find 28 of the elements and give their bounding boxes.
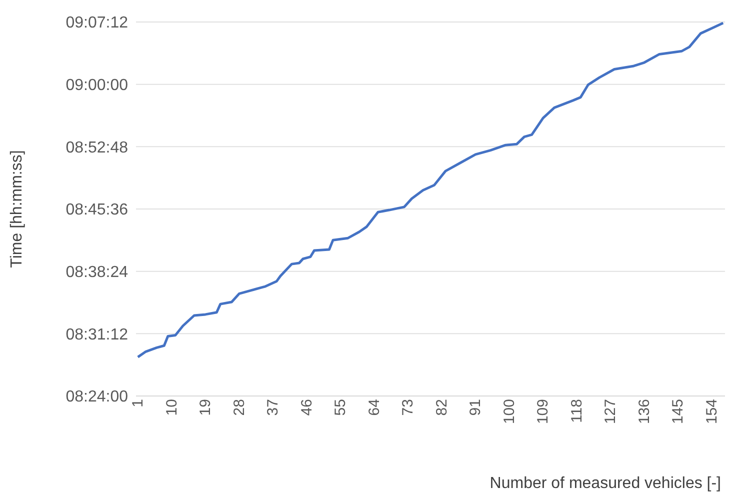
y-tick-label: 09:00:00 <box>66 77 128 94</box>
x-tick-label: 55 <box>332 399 350 416</box>
x-tick-label: 136 <box>636 399 653 424</box>
x-tick-label: 64 <box>366 399 383 416</box>
x-tick-label: 46 <box>298 399 316 416</box>
y-tick-label: 08:52:48 <box>66 139 128 156</box>
x-tick-label: 73 <box>400 399 417 416</box>
line-series <box>136 22 724 358</box>
x-tick-label: 82 <box>433 399 450 416</box>
x-tick-label: 154 <box>704 399 721 424</box>
y-tick-label: 08:24:00 <box>66 388 128 406</box>
x-tick-label: 100 <box>500 399 518 424</box>
x-tick-label: 127 <box>602 399 620 424</box>
x-tick-label: 109 <box>534 399 552 424</box>
x-tick-label: 1 <box>130 399 147 408</box>
x-tick-label: 145 <box>670 399 687 424</box>
x-axis-title: Number of measured vehicles [-] <box>490 475 721 492</box>
y-axis-title: Time [hh:mm:ss] <box>8 150 26 268</box>
x-tick-label: 28 <box>230 399 248 416</box>
y-tick-label: 08:45:36 <box>66 202 128 219</box>
x-tick-label: 91 <box>467 399 484 416</box>
y-tick-label: 09:07:12 <box>66 14 128 32</box>
x-tick-label: 118 <box>568 399 586 423</box>
x-tick-label: 19 <box>197 399 214 416</box>
x-tick-label: 10 <box>163 399 180 416</box>
x-tick-label: 37 <box>264 399 282 416</box>
y-tick-label: 08:31:12 <box>66 326 128 344</box>
y-tick-label: 08:38:24 <box>66 264 128 282</box>
